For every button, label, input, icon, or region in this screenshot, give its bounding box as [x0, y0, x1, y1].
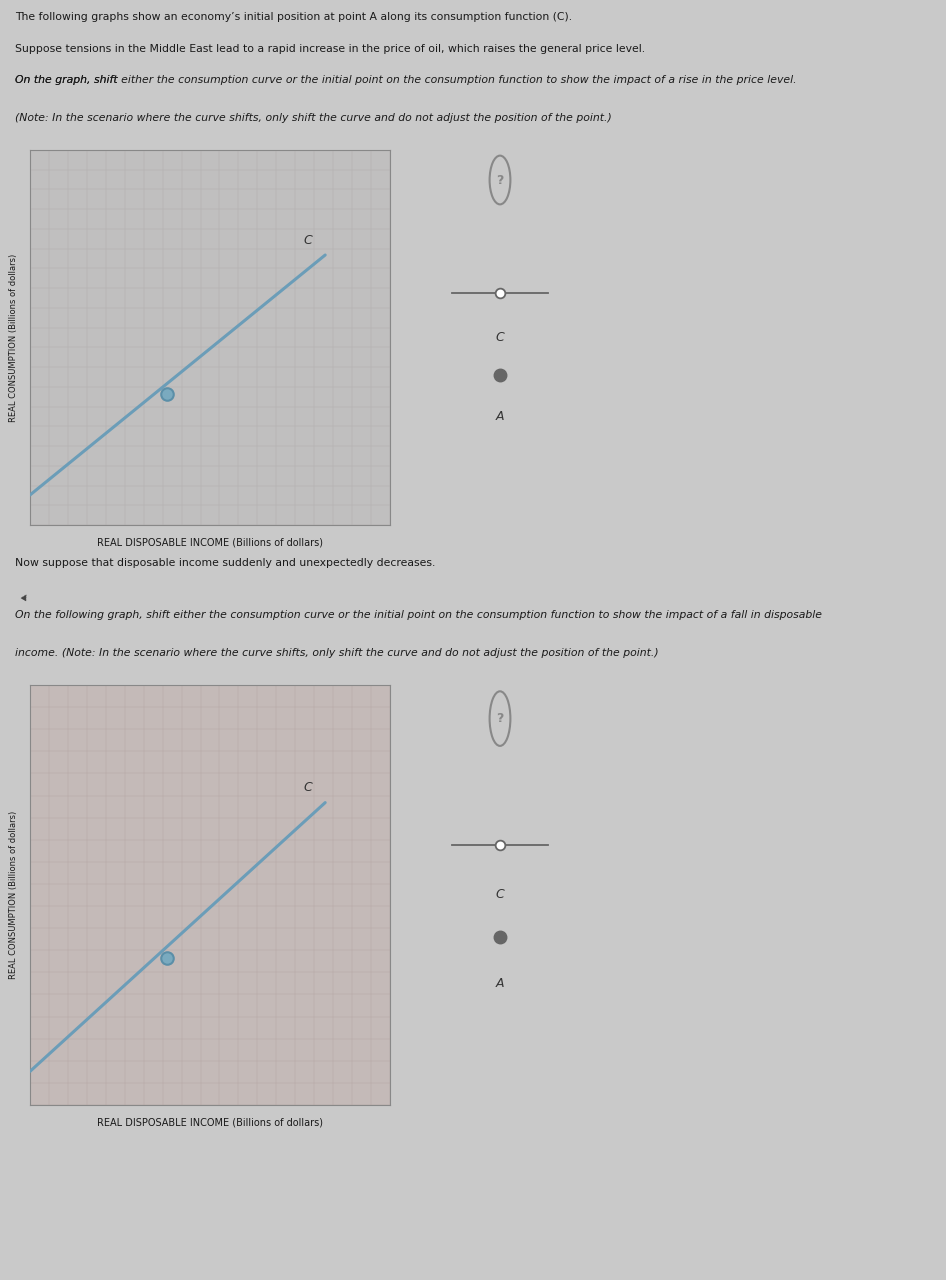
Text: A: A	[496, 977, 504, 989]
Text: C: C	[304, 234, 312, 247]
Text: (Note: In the scenario where the curve shifts, only shift the curve and do not a: (Note: In the scenario where the curve s…	[15, 113, 612, 123]
Text: C: C	[496, 888, 504, 901]
Text: C: C	[304, 781, 312, 794]
Text: Suppose tensions in the Middle East lead to a rapid increase in the price of oil: Suppose tensions in the Middle East lead…	[15, 45, 645, 55]
Text: ?: ?	[497, 174, 503, 187]
Text: ?: ?	[497, 712, 503, 724]
Text: REAL CONSUMPTION (Billions of dollars): REAL CONSUMPTION (Billions of dollars)	[9, 810, 19, 979]
Text: The following graphs show an economy’s initial position at point A along its con: The following graphs show an economy’s i…	[15, 12, 572, 22]
Text: REAL DISPOSABLE INCOME (Billions of dollars): REAL DISPOSABLE INCOME (Billions of doll…	[97, 1117, 323, 1128]
Text: REAL DISPOSABLE INCOME (Billions of dollars): REAL DISPOSABLE INCOME (Billions of doll…	[97, 538, 323, 548]
Text: REAL CONSUMPTION (Billions of dollars): REAL CONSUMPTION (Billions of dollars)	[9, 253, 19, 421]
Text: On the following graph, shift either the consumption curve or the initial point : On the following graph, shift either the…	[15, 611, 822, 620]
Text: On the graph, shift either the consumption curve or the initial point on the con: On the graph, shift either the consumpti…	[15, 76, 797, 84]
Text: A: A	[496, 410, 504, 422]
Text: On the graph, shift: On the graph, shift	[15, 76, 121, 84]
Text: ▲: ▲	[20, 591, 30, 603]
Text: C: C	[496, 332, 504, 344]
Text: Now suppose that disposable income suddenly and unexpectedly decreases.: Now suppose that disposable income sudde…	[15, 558, 435, 568]
Text: income. (Note: In the scenario where the curve shifts, only shift the curve and : income. (Note: In the scenario where the…	[15, 648, 658, 658]
